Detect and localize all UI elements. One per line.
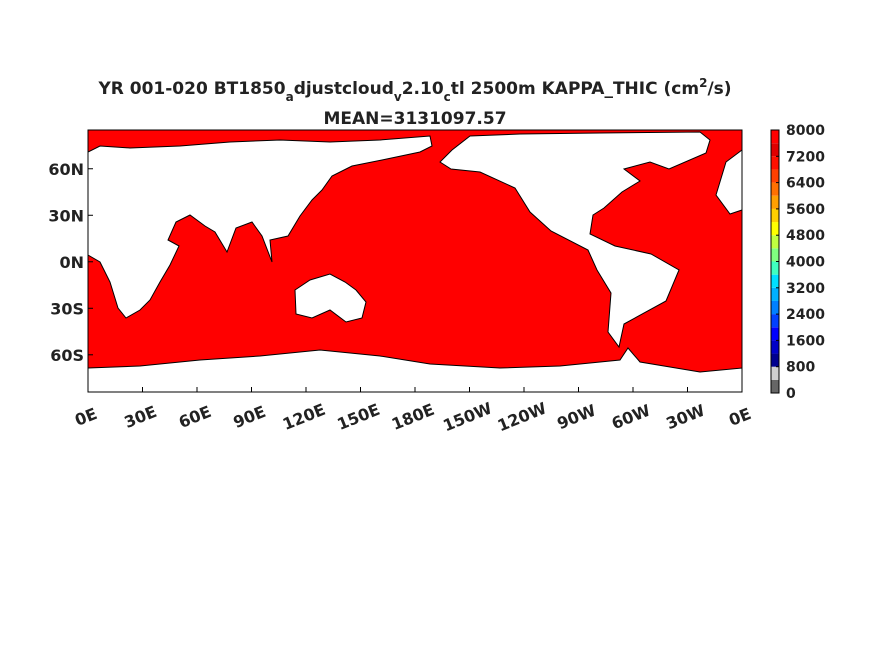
colorbar-tick-label: 800 [786,360,815,376]
chart-subtitle: MEAN=3131097.57 [323,109,506,129]
x-tick-label: 30W [663,400,707,433]
chart-title: YR 001-020 BT1850adjustcloudv2.10ctl 250… [97,76,731,104]
x-tick-label: 150W [440,398,495,435]
y-tick-label: 60N [48,160,84,179]
colorbar-tick-label: 4000 [786,255,825,271]
colorbar-tick-label: 2400 [786,307,825,323]
colorbar-segment [771,195,779,209]
title-part: /s) [707,79,731,99]
y-tick-label: 0N [59,253,84,272]
title-part: djustcloud [294,79,394,99]
colorbar-segment [771,182,779,196]
colorbar-tick-label: 4800 [786,228,825,244]
colorbar-tick-label: 6400 [786,176,825,192]
title-part: 2 [699,76,707,90]
land [294,273,367,323]
colorbar-segment [771,222,779,236]
y-tick-label: 30N [48,206,84,225]
colorbar-tick-label: 1600 [786,333,825,349]
colorbar-segment [771,261,779,275]
colorbar-segment [771,274,779,288]
colorbar-segment [771,143,779,157]
y-tick-label: 60S [50,346,84,365]
x-tick-label: 60W [609,400,653,433]
land [439,131,711,349]
colorbar-tick-label: 0 [786,386,796,402]
colorbar-segment [771,169,779,183]
colorbar-segment [771,248,779,262]
colorbar-segment [771,327,779,341]
x-tick-label: 120E [280,400,328,434]
title-part: a [286,90,294,104]
x-tick-label: 30E [121,402,159,432]
colorbar-segment [771,287,779,301]
colorbar-segment [771,340,779,354]
colorbar-segment [771,366,779,380]
colorbar-segment [771,235,779,249]
colorbar-segment [771,379,779,393]
map-area [87,129,743,393]
colorbar-tick-label: 3200 [786,281,825,297]
title-part: c [444,90,451,104]
colorbar-tick-label: 5600 [786,202,825,218]
title-part: YR 001-020 BT1850 [97,79,285,99]
colorbar-tick-label: 7200 [786,149,825,165]
colorbar-segment [771,208,779,223]
x-tick-label: 0E [72,404,100,430]
y-tick-label: 30S [50,299,84,318]
x-tick-label: 90E [230,402,268,432]
colorbar-segment [771,300,779,315]
x-tick-label: 150E [334,400,382,434]
x-tick-label: 60E [176,402,214,432]
x-tick-label: 180E [389,400,437,434]
x-tick-label: 0E [726,404,754,430]
title-part: tl 2500m KAPPA_THIC (cm [451,79,699,99]
title-part: v [394,90,402,104]
land [87,135,433,319]
colorbar-segment [771,130,779,144]
title-part: 2.10 [402,79,444,99]
colorbar-tick-label: 8000 [786,123,825,139]
x-tick-label: 120W [495,398,550,435]
colorbar-segment [771,353,779,367]
x-tick-label: 90W [554,400,598,433]
colorbar-segment [771,156,779,170]
colorbar-segment [771,314,779,328]
